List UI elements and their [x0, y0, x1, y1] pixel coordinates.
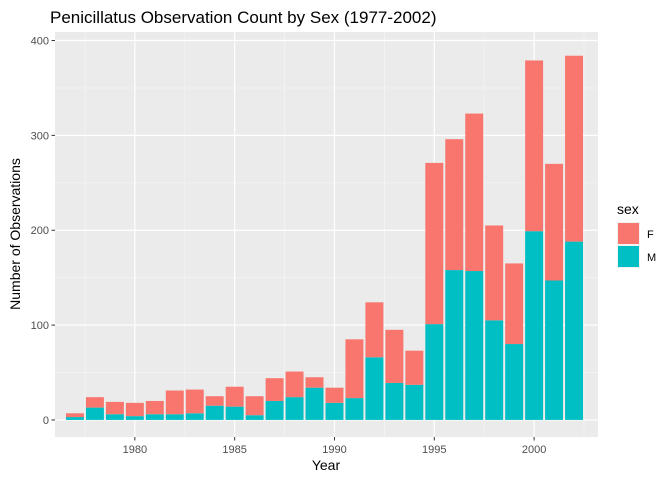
bar-m-1988 [285, 397, 304, 420]
bar-m-1989 [305, 387, 324, 420]
legend-label-f: F [647, 229, 654, 241]
bar-m-1982 [165, 414, 184, 420]
bar-f-1982 [165, 390, 184, 415]
bar-m-1983 [185, 413, 204, 420]
x-tick-label: 1990 [322, 444, 346, 456]
bar-m-1997 [465, 271, 484, 420]
y-axis-title: Number of Observations [7, 158, 23, 310]
bar-f-1984 [205, 396, 224, 406]
bar-m-1992 [365, 357, 384, 420]
bar-m-1987 [265, 400, 284, 420]
y-tick-label: 100 [31, 320, 49, 332]
bar-f-1978 [85, 397, 104, 408]
bars [65, 55, 584, 420]
bar-m-1996 [445, 270, 464, 420]
bar-m-1978 [85, 407, 104, 420]
bar-f-1986 [245, 396, 264, 416]
bar-m-1977 [65, 417, 84, 420]
y-axis: 0 100 200 300 400 [31, 36, 55, 427]
x-tick-label: 1995 [422, 444, 446, 456]
bar-f-1989 [305, 377, 324, 388]
bar-m-1990 [325, 402, 344, 420]
bar-f-1995 [425, 162, 444, 325]
bar-m-1995 [425, 324, 444, 420]
chart-title: Penicillatus Observation Count by Sex (1… [50, 8, 437, 27]
bar-f-1979 [105, 401, 124, 415]
x-axis: 1980 1985 1990 1995 2000 [123, 437, 546, 456]
bar-m-1979 [105, 414, 124, 420]
bar-f-1991 [345, 339, 364, 399]
bar-f-1981 [145, 400, 164, 415]
bar-m-1986 [245, 415, 264, 420]
bar-f-2002 [565, 55, 584, 242]
y-tick-label: 300 [31, 130, 49, 142]
legend-label-m: M [647, 252, 656, 264]
bar-m-1993 [385, 382, 404, 420]
bar-f-1987 [265, 378, 284, 401]
bar-m-1991 [345, 398, 364, 420]
bar-m-2002 [565, 241, 584, 420]
bar-f-1998 [485, 225, 504, 321]
bar-m-1994 [405, 384, 424, 420]
bar-m-2000 [525, 231, 544, 420]
legend: sex F M [617, 201, 656, 268]
x-axis-title: Year [312, 457, 341, 473]
bar-m-1999 [505, 344, 524, 420]
bar-f-1977 [65, 413, 84, 418]
x-tick-label: 2000 [522, 444, 546, 456]
bar-f-1999 [505, 263, 524, 345]
legend-key-m [618, 246, 639, 267]
x-tick-label: 1980 [123, 444, 147, 456]
bar-f-1992 [365, 302, 384, 358]
legend-key-f [618, 223, 639, 244]
bar-f-1983 [185, 389, 204, 414]
bar-f-1994 [405, 350, 424, 385]
bar-m-2001 [545, 280, 564, 420]
bar-f-1985 [225, 386, 244, 407]
bar-f-1980 [125, 402, 144, 417]
y-tick-label: 400 [31, 36, 49, 48]
bar-f-1997 [465, 113, 484, 272]
bar-f-1990 [325, 387, 344, 403]
y-tick-label: 200 [31, 225, 49, 237]
grid-minor [55, 32, 598, 437]
bar-f-1988 [285, 371, 304, 398]
bar-m-1980 [125, 416, 144, 420]
legend-title: sex [617, 201, 639, 217]
bar-m-1984 [205, 405, 224, 420]
bar-f-2001 [545, 163, 564, 281]
y-tick-label: 0 [43, 415, 49, 427]
bar-m-1998 [485, 320, 504, 420]
bar-f-1993 [385, 329, 404, 383]
bar-m-1985 [225, 406, 244, 420]
bar-f-2000 [525, 60, 544, 232]
x-tick-label: 1985 [222, 444, 246, 456]
bar-f-1996 [445, 139, 464, 271]
bar-m-1981 [145, 414, 164, 420]
